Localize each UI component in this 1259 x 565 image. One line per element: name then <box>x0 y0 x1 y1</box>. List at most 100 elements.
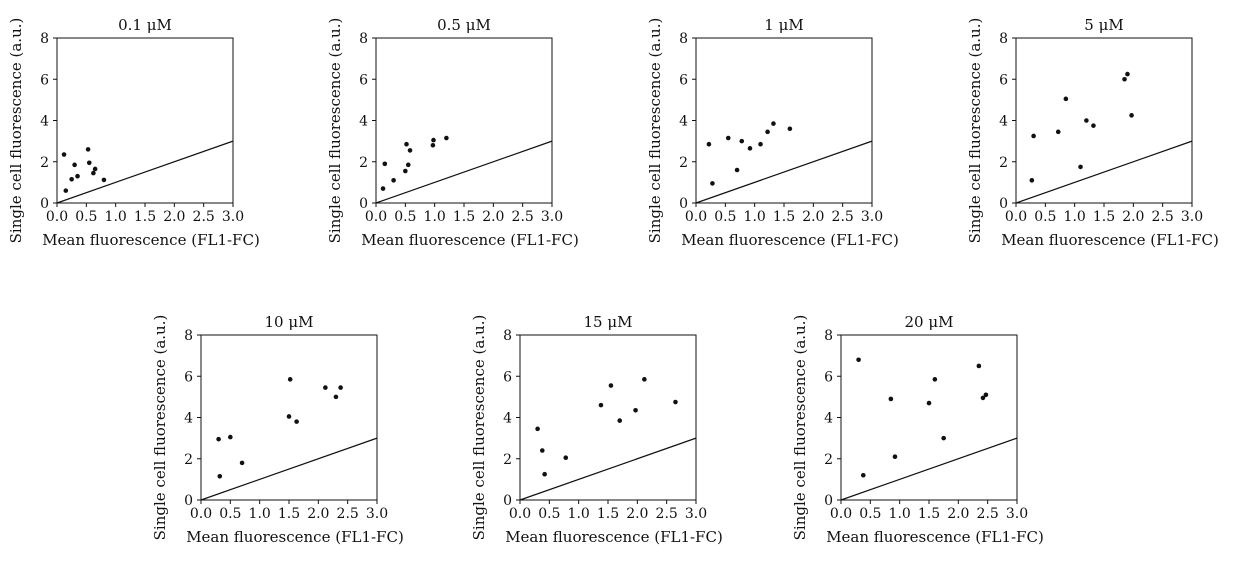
data-point <box>407 148 413 153</box>
y-tick-label: 8 <box>824 328 833 344</box>
chart-panel-6: 15 μM 0.0 0.5 1.0 1.5 2.0 2.5 3.0 0 2 4 6 8 Mean fluo… <box>470 313 723 546</box>
data-point <box>1029 178 1035 183</box>
data-point <box>941 435 946 441</box>
data-point <box>216 436 221 442</box>
data-point <box>1129 113 1134 118</box>
y-tick-label: 8 <box>999 31 1008 47</box>
y-tick-label: 2 <box>999 155 1008 171</box>
y-axis-label: Single cell fluorescence (a.u.) <box>966 18 984 244</box>
data-point <box>69 176 74 182</box>
x-axis-label: Mean fluorescence (FL1-FC) <box>681 231 899 249</box>
y-tick-label: 6 <box>503 369 512 385</box>
data-point <box>932 377 938 382</box>
data-point <box>380 186 386 191</box>
data-point <box>535 426 540 432</box>
data-point <box>706 141 712 147</box>
y-tick-label: 0 <box>999 196 1008 212</box>
y-tick-label: 6 <box>184 369 193 385</box>
data-point <box>228 434 233 440</box>
data-point <box>787 126 793 132</box>
y-tick-label: 4 <box>503 411 512 427</box>
y-tick-label: 8 <box>40 31 49 47</box>
data-point <box>976 363 982 369</box>
x-tick-label: 2.5 <box>512 209 534 225</box>
x-axis-label: Mean fluorescence (FL1-FC) <box>361 231 579 249</box>
x-tick-label: 2.0 <box>163 209 185 225</box>
y-axis-label: Single cell fluorescence (a.u.) <box>791 315 809 541</box>
data-point <box>608 383 614 388</box>
x-tick-label: 0.5 <box>859 506 881 522</box>
reference-line <box>1015 140 1193 204</box>
y-tick-label: 2 <box>503 452 512 468</box>
x-tick-label: 2.5 <box>977 506 999 522</box>
x-tick-label: 3.0 <box>222 209 244 225</box>
x-tick-label: 2.0 <box>1122 209 1144 225</box>
plot-frame <box>375 37 553 204</box>
y-axis-label: Single cell fluorescence (a.u.) <box>326 18 344 244</box>
plot-frame <box>56 37 234 204</box>
data-point <box>642 377 647 382</box>
reference-line <box>200 437 378 501</box>
data-point <box>856 357 861 363</box>
y-tick-label: 8 <box>184 328 193 344</box>
x-tick-label: 0.0 <box>190 506 212 522</box>
y-tick-label: 6 <box>679 72 688 88</box>
data-point <box>710 181 715 186</box>
data-point <box>747 146 753 151</box>
x-tick-label: 3.0 <box>366 506 388 522</box>
data-point <box>294 419 299 424</box>
data-point <box>1031 133 1036 139</box>
x-tick-label: 3.0 <box>1006 506 1028 522</box>
x-tick-label: 1.0 <box>105 209 127 225</box>
data-point <box>91 170 96 176</box>
x-tick-label: 1.5 <box>773 209 795 225</box>
x-tick-label: 1.0 <box>249 506 271 522</box>
y-tick-label: 2 <box>184 452 193 468</box>
data-point <box>633 407 638 413</box>
data-point <box>72 162 77 168</box>
x-tick-label: 0.5 <box>75 209 97 225</box>
chart-title: 20 μM <box>905 313 954 331</box>
data-point <box>983 392 989 398</box>
x-tick-label: 1.5 <box>453 209 475 225</box>
data-point <box>542 471 547 477</box>
y-axis-label: Single cell fluorescence (a.u.) <box>151 315 169 541</box>
chart-title: 0.1 μM <box>118 16 172 34</box>
y-tick-label: 2 <box>824 452 833 468</box>
data-point <box>1055 129 1061 135</box>
x-tick-label: 1.0 <box>1064 209 1086 225</box>
x-tick-label: 0.5 <box>1034 209 1056 225</box>
data-point <box>403 168 408 174</box>
y-tick-label: 4 <box>40 114 49 130</box>
x-tick-label: 3.0 <box>1181 209 1203 225</box>
x-tick-label: 2.0 <box>482 209 504 225</box>
data-point <box>444 135 449 141</box>
data-point <box>405 162 411 168</box>
chart-panel-3: 1 μM 0.0 0.5 1.0 1.5 2.0 2.5 3.0 0 2 4 6 8 Mean fluor… <box>646 16 899 249</box>
x-tick-label: 0.5 <box>714 209 736 225</box>
y-tick-label: 0 <box>40 196 49 212</box>
data-point <box>338 385 343 390</box>
plot-frame <box>840 334 1018 501</box>
x-tick-label: 1.0 <box>744 209 766 225</box>
y-tick-label: 6 <box>824 369 833 385</box>
data-point <box>391 178 396 183</box>
data-point <box>892 454 898 459</box>
y-tick-label: 8 <box>359 31 368 47</box>
x-tick-label: 1.5 <box>918 506 940 522</box>
x-tick-label: 2.5 <box>832 209 854 225</box>
data-point <box>1091 123 1096 128</box>
x-axis-label: Mean fluorescence (FL1-FC) <box>42 231 260 249</box>
x-tick-label: 3.0 <box>861 209 883 225</box>
y-tick-label: 0 <box>679 196 688 212</box>
x-tick-label: 1.5 <box>1093 209 1115 225</box>
x-tick-label: 2.5 <box>656 506 678 522</box>
data-point <box>333 394 339 400</box>
y-tick-label: 6 <box>40 72 49 88</box>
x-tick-label: 2.5 <box>193 209 215 225</box>
data-point <box>286 414 292 419</box>
x-tick-label: 0.0 <box>365 209 387 225</box>
x-tick-label: 0.0 <box>509 506 531 522</box>
